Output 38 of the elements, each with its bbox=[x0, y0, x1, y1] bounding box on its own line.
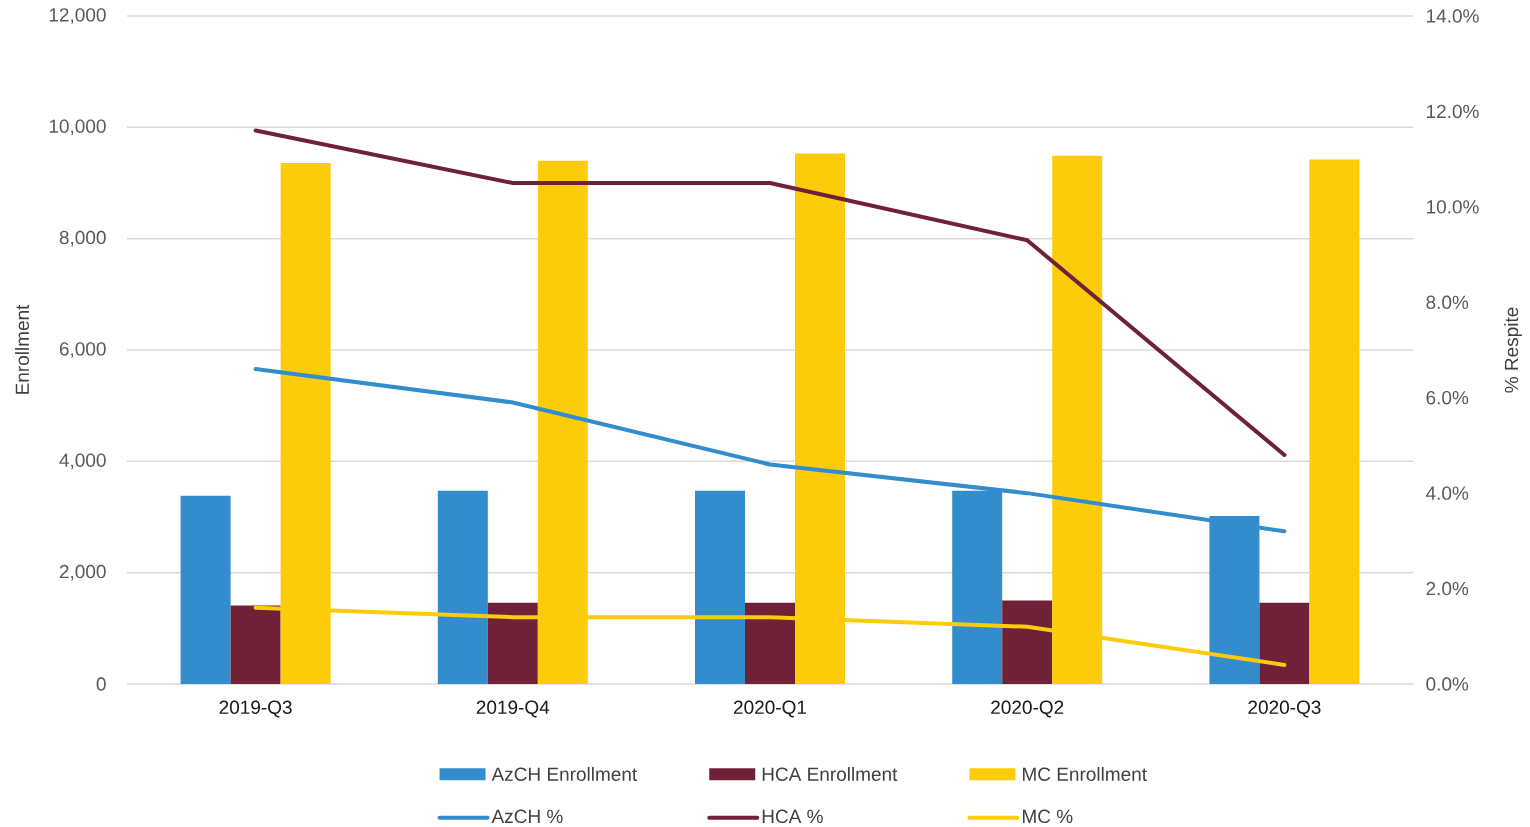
y2-tick-label: 2.0% bbox=[1426, 581, 1469, 596]
x-tick-label: 2020-Q1 bbox=[733, 700, 807, 718]
y-tick-label: 4,000 bbox=[59, 453, 106, 470]
y-tick-label: 2,000 bbox=[59, 564, 106, 581]
x-tick-label: 2019-Q3 bbox=[219, 700, 292, 718]
y-tick-label: 8,000 bbox=[59, 230, 106, 247]
x-tick-label: 2019-Q4 bbox=[476, 700, 550, 718]
bar bbox=[745, 602, 796, 684]
y2-tick-label: 0.0% bbox=[1426, 677, 1469, 691]
x-tick-label: 2020-Q2 bbox=[991, 700, 1064, 718]
y2-tick-label: 4.0% bbox=[1425, 486, 1469, 500]
legend-label: HCA Enrollment bbox=[762, 767, 898, 781]
bar bbox=[1259, 602, 1310, 684]
y-axis-title: Enrollment bbox=[15, 304, 30, 394]
legend-label: AzCH % bbox=[491, 809, 563, 824]
y2-tick-label: 12.0% bbox=[1427, 104, 1479, 119]
bar bbox=[230, 605, 281, 684]
bar bbox=[1002, 600, 1053, 684]
y-tick-label: 6,000 bbox=[59, 342, 106, 358]
bar bbox=[487, 602, 538, 684]
y2-tick-label: 8.0% bbox=[1426, 295, 1469, 310]
legend-label: AzCH Enrollment bbox=[491, 767, 638, 781]
y2-tick-label: 6.0% bbox=[1426, 390, 1469, 405]
y-tick-label: 10,000 bbox=[49, 119, 106, 136]
bar bbox=[1309, 159, 1360, 684]
y-tick-label: 12,000 bbox=[49, 8, 106, 24]
line-series bbox=[253, 128, 1287, 457]
x-tick-label: 2020-Q3 bbox=[1248, 700, 1321, 718]
legend-label: MC Enrollment bbox=[1022, 767, 1147, 781]
y2-tick-label: 10.0% bbox=[1427, 200, 1479, 214]
bar bbox=[180, 495, 231, 684]
legend-label: HCA % bbox=[762, 809, 823, 824]
y2-axis-title: % Respite bbox=[1504, 307, 1522, 393]
bar bbox=[695, 490, 746, 684]
y-tick-label: 0 bbox=[96, 677, 106, 691]
legend-label: MC % bbox=[1022, 809, 1073, 824]
y2-tick-label: 14.0% bbox=[1427, 9, 1479, 23]
bar bbox=[437, 490, 488, 684]
